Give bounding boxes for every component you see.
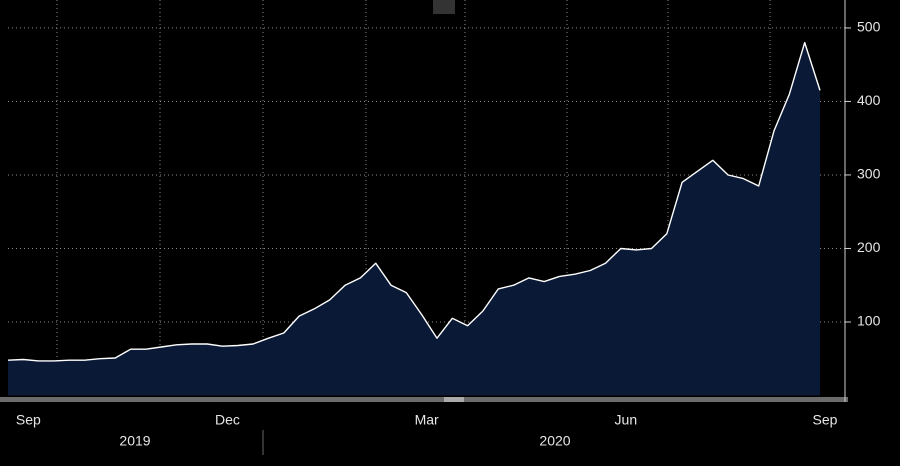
x-tick-label: Dec — [215, 412, 240, 428]
x-tick-label: Jun — [615, 412, 638, 428]
x-tick-label: Sep — [16, 412, 41, 428]
y-tick-label: 300 — [857, 166, 881, 182]
x-tick-label: Sep — [813, 412, 838, 428]
y-tick-label: 500 — [857, 19, 881, 35]
year-label: 2019 — [119, 433, 150, 449]
y-tick-label: 400 — [857, 92, 881, 108]
y-tick-label: 200 — [857, 239, 881, 255]
y-tick-label: 100 — [857, 313, 881, 329]
x-tick-label: Mar — [415, 412, 439, 428]
area-fill — [8, 42, 820, 396]
year-label: 2020 — [539, 433, 570, 449]
chart-type-icon[interactable] — [433, 0, 455, 14]
x-grid — [8, 0, 845, 396]
price-line — [7, 41, 821, 362]
x-scrollbar[interactable] — [0, 397, 848, 402]
x-scroll-thumb[interactable] — [444, 397, 464, 402]
